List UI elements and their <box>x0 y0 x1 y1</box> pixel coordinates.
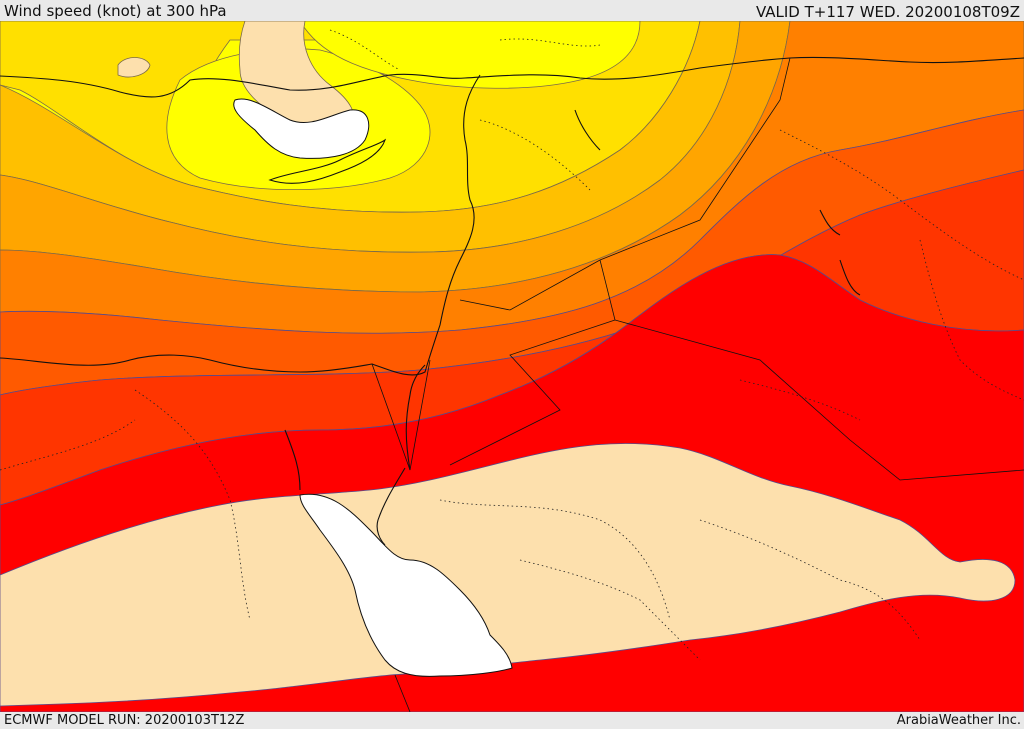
credit: ArabiaWeather Inc. <box>896 713 1021 728</box>
chart-title: Wind speed (knot) at 300 hPa <box>4 2 227 20</box>
calm-patch-nw <box>117 57 151 78</box>
footer-bar: ECMWF MODEL RUN: 20200103T12Z ArabiaWeat… <box>0 712 1024 729</box>
internal-borders <box>0 29 1024 661</box>
borders <box>371 57 1024 712</box>
model-run: ECMWF MODEL RUN: 20200103T12Z <box>4 713 245 728</box>
wind-speed-map <box>0 21 1024 712</box>
header-bar: Wind speed (knot) at 300 hPa VALID T+117… <box>0 0 1024 21</box>
valid-time: VALID T+117 WED. 20200108T09Z <box>755 3 1020 21</box>
red-sea-area <box>299 493 513 677</box>
patch-light-yellow-2 <box>299 21 641 89</box>
cyprus-sea-area <box>233 98 370 159</box>
coastlines <box>0 56 1024 546</box>
